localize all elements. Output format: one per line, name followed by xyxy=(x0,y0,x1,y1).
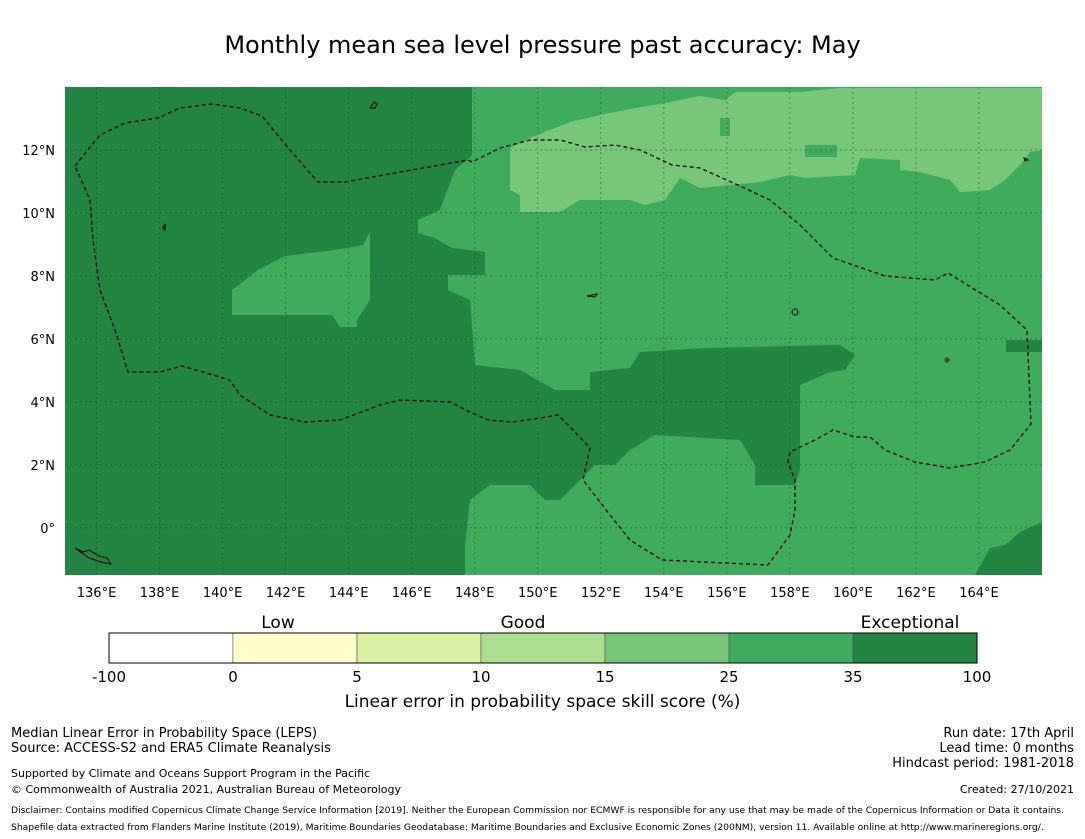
colorbar-tick-label: 100 xyxy=(963,668,992,686)
patch-good-high-2 xyxy=(720,118,730,136)
x-tick-label: 164°E xyxy=(959,586,999,601)
x-tick-label: 136°E xyxy=(77,586,117,601)
land-outlines xyxy=(74,101,1030,565)
footer-disclaimer: Disclaimer: Contains modified Copernicus… xyxy=(11,805,1065,816)
colorbar-tick-label: -100 xyxy=(92,668,126,686)
x-tick-label: 150°E xyxy=(518,586,558,601)
footer-shapefile: Shapefile data extracted from Flanders M… xyxy=(11,822,1044,833)
region-good-high-west xyxy=(232,232,370,327)
chart-title: Monthly mean sea level pressure past acc… xyxy=(224,31,861,59)
gridlines xyxy=(65,87,1042,575)
region-exceptional-se xyxy=(975,522,1042,575)
colorbar-tick-label: 25 xyxy=(719,668,738,686)
x-tick-label: 154°E xyxy=(644,586,684,601)
island-palau xyxy=(162,223,166,232)
colorbar-swatch xyxy=(852,632,978,664)
x-tick-label: 140°E xyxy=(203,586,243,601)
map-plot-area xyxy=(65,87,1042,575)
x-tick-label: 148°E xyxy=(455,586,495,601)
x-tick-label: 138°E xyxy=(140,586,180,601)
x-axis-ticks: 136°E 138°E 140°E 142°E 144°E 146°E 148°E 150°E… xyxy=(77,586,999,601)
colorbar-category-exceptional: Exceptional xyxy=(860,613,960,633)
footer-hindcast: Hindcast period: 1981-2018 xyxy=(892,756,1074,771)
colorbar-title: Linear error in probability space skill … xyxy=(344,692,741,712)
x-tick-label: 160°E xyxy=(833,586,873,601)
patch-good-high-1 xyxy=(805,145,837,157)
island-kosrae xyxy=(944,357,950,363)
colorbar-tick-label: 15 xyxy=(595,668,614,686)
island-chuuk xyxy=(586,293,599,298)
island-png-north xyxy=(74,547,113,565)
footer-leps: Median Linear Error in Probability Space… xyxy=(11,726,318,741)
x-tick-label: 158°E xyxy=(770,586,810,601)
colorbar-swatch xyxy=(108,632,234,664)
colorbar-category-low: Low xyxy=(261,613,295,633)
island-pohnpei xyxy=(791,308,799,316)
y-tick-label: 2°N xyxy=(31,459,56,474)
y-tick-label: 8°N xyxy=(31,270,56,285)
x-tick-label: 146°E xyxy=(392,586,432,601)
colorbar-tick-label: 35 xyxy=(843,668,862,686)
x-tick-label: 162°E xyxy=(896,586,936,601)
island-east-1 xyxy=(1023,157,1030,162)
region-good-high-east xyxy=(418,87,1042,575)
colorbar-tick-label: 10 xyxy=(471,668,490,686)
footer-copyright: © Commonwealth of Australia 2021, Austra… xyxy=(11,783,401,796)
footer-run-date: Run date: 17th April xyxy=(943,726,1074,741)
colorbar-swatch xyxy=(480,632,606,664)
colorbar-tick-label: 0 xyxy=(228,668,238,686)
y-tick-label: 10°N xyxy=(22,207,55,222)
footer-lead-time: Lead time: 0 months xyxy=(939,741,1074,756)
island-guam xyxy=(369,101,378,109)
eez-boundary xyxy=(74,103,1032,566)
colorbar-swatch xyxy=(356,632,482,664)
colorbar: -100 0 5 10 15 25 35 100 xyxy=(92,632,992,686)
x-tick-label: 142°E xyxy=(266,586,306,601)
colorbar-outline xyxy=(108,632,978,664)
skill-map: 136°E 138°E 140°E 142°E 144°E 146°E 148°E 150°E… xyxy=(22,87,1042,686)
footer-source: Source: ACCESS-S2 and ERA5 Climate Reana… xyxy=(11,741,331,756)
x-tick-label: 156°E xyxy=(707,586,747,601)
region-exceptional-e xyxy=(1006,340,1042,352)
y-axis-ticks: 0° 2°N 4°N 6°N 8°N 10°N 12°N xyxy=(22,144,55,537)
y-tick-label: 4°N xyxy=(31,396,56,411)
colorbar-swatch xyxy=(604,632,730,664)
colorbar-tick-label: 5 xyxy=(352,668,362,686)
colorbar-category-good: Good xyxy=(500,613,546,633)
x-tick-label: 152°E xyxy=(581,586,621,601)
footer-support: Supported by Climate and Oceans Support … xyxy=(11,767,371,780)
y-tick-label: 6°N xyxy=(31,333,56,348)
y-tick-label: 0° xyxy=(40,522,55,537)
x-tick-label: 144°E xyxy=(329,586,369,601)
colorbar-swatch xyxy=(232,632,358,664)
colorbar-swatch xyxy=(728,632,854,664)
y-tick-label: 12°N xyxy=(22,144,55,159)
footer-created: Created: 27/10/2021 xyxy=(959,783,1074,796)
